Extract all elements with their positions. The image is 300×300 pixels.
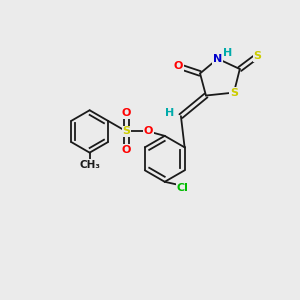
Text: Cl: Cl (176, 183, 188, 193)
Text: O: O (144, 126, 153, 136)
Text: H: H (165, 108, 174, 118)
Text: O: O (122, 145, 131, 155)
Text: N: N (213, 54, 222, 64)
Text: O: O (173, 61, 183, 71)
Text: H: H (224, 48, 233, 58)
Text: O: O (122, 108, 131, 118)
Text: S: S (122, 126, 130, 136)
Text: S: S (230, 88, 238, 98)
Text: S: S (254, 51, 262, 61)
Text: CH₃: CH₃ (79, 160, 100, 170)
